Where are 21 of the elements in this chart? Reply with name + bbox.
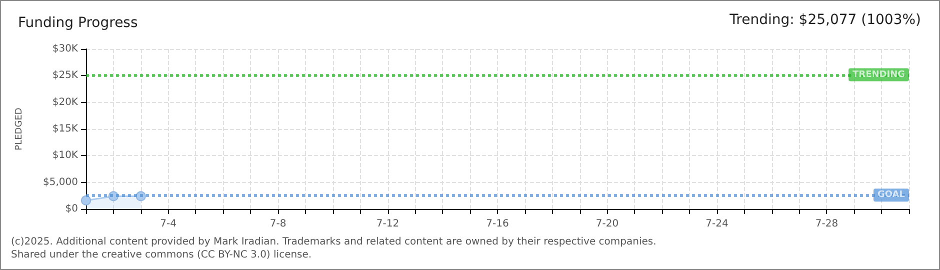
y-tick-label: $5,000 xyxy=(43,176,78,188)
ref-line-label: TRENDING xyxy=(852,70,905,80)
x-tick-label: 7-28 xyxy=(815,218,838,230)
y-tick-label: $25K xyxy=(52,70,78,82)
y-tick-label: $10K xyxy=(52,150,78,162)
y-tick-label: $30K xyxy=(52,44,78,54)
y-tick-label: $0 xyxy=(65,204,78,214)
chart-title: Funding Progress xyxy=(18,15,138,31)
x-tick-label: 7-4 xyxy=(160,218,176,230)
x-tick-label: 7-8 xyxy=(270,218,286,230)
x-tick-label: 7-16 xyxy=(486,218,509,230)
text: (c)2025. Additional content provided by Mark Iradian. Trademarks and related content are owned by their respective companies. xyxy=(11,236,656,248)
ref-line-label: GOAL xyxy=(878,190,906,200)
text: Trending: $25,077 (1003%) xyxy=(728,12,922,28)
y-tick-label: $15K xyxy=(52,124,78,134)
x-tick-label: 7-24 xyxy=(706,218,728,230)
text: Shared under the creative commons (CC BY-NC 3.0) license. xyxy=(11,250,312,260)
y-tick-label: $20K xyxy=(52,96,78,108)
x-tick-label: 7-12 xyxy=(376,218,400,230)
y-axis-title: PLEDGED xyxy=(14,108,24,150)
x-tick-label: 7-20 xyxy=(596,218,619,230)
